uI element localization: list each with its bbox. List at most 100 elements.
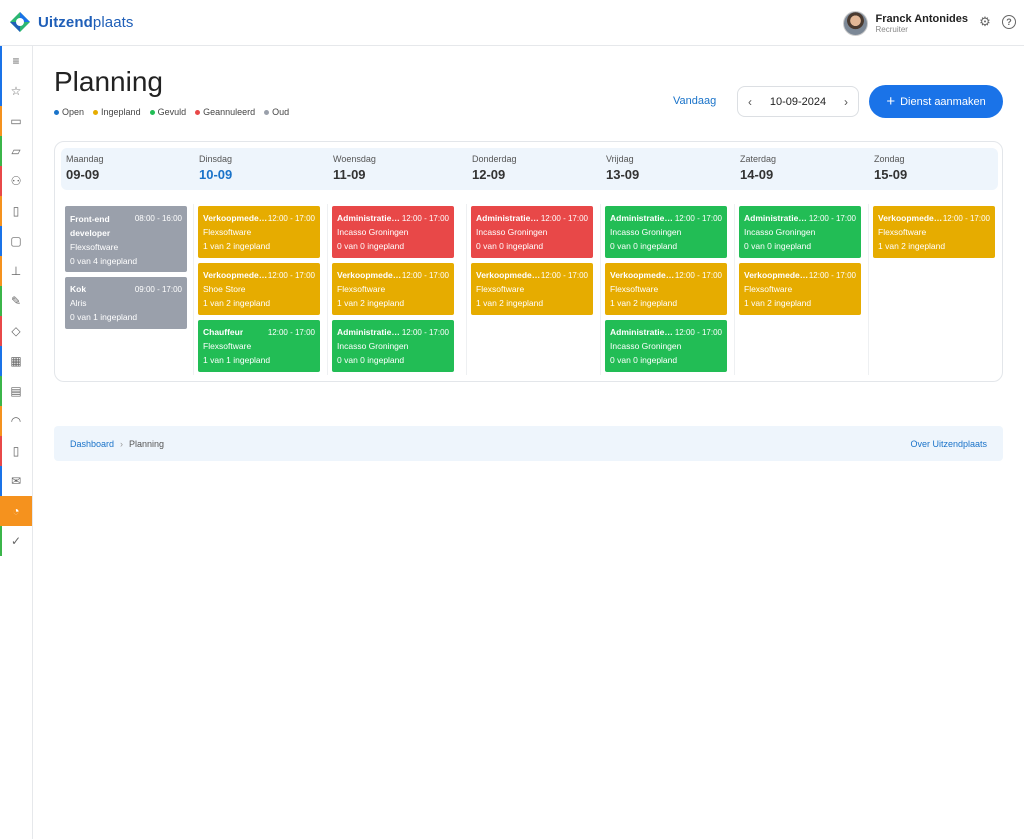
shift-card[interactable]: Administratief medewerker12:00 - 17:00 In… xyxy=(332,320,454,372)
sidebar-item-star[interactable]: ☆ xyxy=(0,76,32,106)
shift-status: 1 van 2 ingepland xyxy=(203,298,271,308)
sidebar-item-clock[interactable]: ◔ xyxy=(0,496,32,526)
sidebar-item-stamp[interactable]: ⊥ xyxy=(0,256,32,286)
sidebar-color-bar xyxy=(0,526,2,556)
shift-card[interactable]: Verkoopmedewerker12:00 - 17:00 Shoe Store… xyxy=(198,263,320,315)
legend-dot-icon xyxy=(195,109,201,115)
chevron-right-icon[interactable]: › xyxy=(844,94,848,109)
brand-name: Uitzendplaats xyxy=(38,13,134,31)
sidebar-item-edit[interactable]: ✎ xyxy=(0,286,32,316)
shift-card[interactable]: Verkoopmedewerker12:00 - 17:00 Flexsoftwa… xyxy=(471,263,593,315)
sidebar-item-calendar[interactable]: ▦ xyxy=(0,346,32,376)
sidebar-item-chat[interactable]: ▢ xyxy=(0,226,32,256)
day-name: Maandag xyxy=(66,154,104,164)
logo[interactable]: Uitzendplaats xyxy=(8,10,134,34)
shift-card[interactable]: Front-end developer 08:00 - 16:00 Flexsoft… xyxy=(65,206,187,272)
shift-card[interactable]: Administratief medewerker12:00 - 17:00 In… xyxy=(471,206,593,258)
sidebar-color-bar xyxy=(0,196,2,226)
shift-title: Verkoopmedewerker xyxy=(203,270,268,280)
inbox-icon: ▭ xyxy=(10,114,22,128)
sidebar-item-report[interactable]: ▤ xyxy=(0,376,32,406)
shift-card[interactable]: Administratief medewerker12:00 - 17:00 In… xyxy=(739,206,861,258)
users-icon: ⚇ xyxy=(10,174,22,188)
shift-card[interactable]: Administratief medewerker12:00 - 17:00 In… xyxy=(605,320,727,372)
sidebar-item-pdf[interactable]: ▯ xyxy=(0,436,32,466)
breadcrumb-dashboard[interactable]: Dashboard xyxy=(70,438,115,449)
user-menu[interactable]: Franck Antonides Recruiter xyxy=(842,11,969,36)
shift-card[interactable]: Verkoopmedewerker12:00 - 17:00 Flexsoftwa… xyxy=(605,263,727,315)
shift-company: Flexsoftware xyxy=(476,284,525,294)
plus-icon: + xyxy=(886,92,896,110)
sidebar-item-menu[interactable]: ≡ xyxy=(0,46,32,76)
day-date: 09-09 xyxy=(66,167,100,182)
sidebar-color-bar xyxy=(0,496,2,526)
shift-title: Verkoopmedewerker xyxy=(744,270,809,280)
shift-card[interactable]: Chauffeur 12:00 - 17:00 Flexsoftware 1 van … xyxy=(198,320,320,372)
pdf-icon: ▯ xyxy=(12,444,20,458)
sidebar-color-bar xyxy=(0,316,2,346)
shift-company: Alris xyxy=(70,298,87,308)
shift-card[interactable]: Kok 09:00 - 17:00 Alris 0 van 1 ingepland xyxy=(65,277,187,329)
shift-time: 08:00 - 16:00 xyxy=(134,214,182,223)
rss-icon: ◠ xyxy=(10,414,22,428)
day-name: Donderdag xyxy=(472,154,517,164)
shift-status: 1 van 2 ingepland xyxy=(476,298,544,308)
shift-company: Flexsoftware xyxy=(878,227,927,237)
sidebar-item-tag[interactable]: ◇ xyxy=(0,316,32,346)
day-name: Zondag xyxy=(874,154,905,164)
shift-card[interactable]: Verkoopmedewerker12:00 - 17:00 Flexsoftwa… xyxy=(332,263,454,315)
shift-company: Flexsoftware xyxy=(610,284,659,294)
sidebar-item-rss[interactable]: ◠ xyxy=(0,406,32,436)
current-date[interactable]: 10-09-2024 xyxy=(769,95,827,108)
column-divider xyxy=(193,204,194,375)
shift-time: 12:00 - 17:00 xyxy=(401,328,449,337)
sidebar-color-bar xyxy=(0,286,2,316)
shift-title: Administratief medewerker xyxy=(337,327,402,337)
legend-dot-icon xyxy=(264,109,270,115)
day-header-sun: Zondag 15-09 xyxy=(874,154,907,182)
shift-card[interactable]: Verkoopmedewerker12:00 - 17:00 Flexsoftwa… xyxy=(873,206,995,258)
shift-card[interactable]: Administratief medewerker12:00 - 17:00 In… xyxy=(605,206,727,258)
shift-title: Verkoopmedewerker xyxy=(337,270,402,280)
shift-status: 0 van 0 ingepland xyxy=(610,355,678,365)
day-name: Dinsdag xyxy=(199,154,233,164)
add-shift-button[interactable]: + Dienst aanmaken xyxy=(869,85,1003,118)
shift-status: 0 van 0 ingepland xyxy=(337,241,405,251)
sidebar-item-inbox[interactable]: ▭ xyxy=(0,106,32,136)
today-link[interactable]: Vandaag xyxy=(673,95,717,107)
shift-company: Flexsoftware xyxy=(744,284,793,294)
column-divider xyxy=(327,204,328,375)
gear-icon[interactable]: ⚙ xyxy=(979,14,991,29)
shift-card[interactable]: Administratief medewerker12:00 - 17:00 In… xyxy=(332,206,454,258)
shift-company: Incasso Groningen xyxy=(610,227,682,237)
sidebar-item-folder[interactable]: ▱ xyxy=(0,136,32,166)
top-bar: Uitzendplaats Franck Antonides Recruiter… xyxy=(0,0,1024,46)
page-title: Planning xyxy=(54,66,163,97)
sidebar-item-check[interactable]: ✓ xyxy=(0,526,32,556)
shift-status: 1 van 2 ingepland xyxy=(878,241,946,251)
shift-card[interactable]: Verkoopmedewerker12:00 - 17:00 Flexsoftwa… xyxy=(198,206,320,258)
shift-time: 12:00 - 17:00 xyxy=(267,271,315,280)
day-header-thu: Donderdag 12-09 xyxy=(472,154,517,182)
about-link[interactable]: Over Uitzendplaats xyxy=(910,438,987,449)
sidebar-color-bar xyxy=(0,256,2,286)
breadcrumb: Dashboard › Planning Over Uitzendplaats xyxy=(54,426,1003,461)
chevron-left-icon[interactable]: ‹ xyxy=(748,94,752,109)
shift-card[interactable]: Verkoopmedewerker12:00 - 17:00 Flexsoftwa… xyxy=(739,263,861,315)
day-date: 11-09 xyxy=(333,167,366,182)
sidebar-item-document[interactable]: ▯ xyxy=(0,196,32,226)
sidebar: ≡ ☆ ▭ ▱ ⚇ ▯ ▢ ⊥ ✎ ◇ ▦ ▤ ◠ ▯ ✉ ◔ ✓ xyxy=(0,46,33,839)
shift-status: 1 van 2 ingepland xyxy=(203,241,271,251)
shift-status: 1 van 2 ingepland xyxy=(610,298,678,308)
sidebar-color-bar xyxy=(0,346,2,376)
day-name: Woensdag xyxy=(333,154,376,164)
shift-status: 0 van 4 ingepland xyxy=(70,256,138,266)
sidebar-item-mail[interactable]: ✉ xyxy=(0,466,32,496)
user-name: Franck Antonides xyxy=(875,12,969,25)
legend-item: Gevuld xyxy=(149,107,186,117)
shift-title: Kok xyxy=(70,284,87,294)
sidebar-color-bar xyxy=(0,76,2,106)
day-header-sat: Zaterdag 14-09 xyxy=(740,154,776,182)
sidebar-item-users[interactable]: ⚇ xyxy=(0,166,32,196)
help-icon[interactable]: ? xyxy=(1002,15,1016,29)
